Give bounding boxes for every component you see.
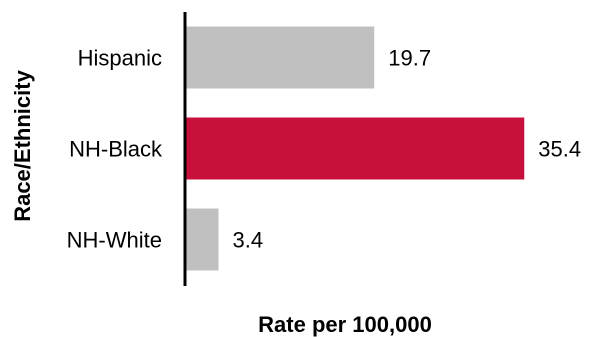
value-label: 35.4	[538, 137, 581, 162]
category-label: Hispanic	[78, 46, 162, 71]
x-axis-title: Rate per 100,000	[258, 312, 432, 337]
bar-nh-black	[186, 117, 525, 180]
value-label: 3.4	[232, 228, 263, 253]
value-labels-group: 19.7 35.4 3.4	[232, 46, 581, 253]
y-axis-title: Race/Ethnicity	[10, 69, 35, 221]
category-label: NH-White	[67, 228, 162, 253]
category-labels-group: Hispanic NH-Black NH-White	[67, 46, 163, 253]
bars-group	[186, 26, 525, 271]
bar-hispanic	[186, 26, 375, 89]
bar-nh-white	[186, 208, 219, 271]
category-label: NH-Black	[69, 137, 163, 162]
value-label: 19.7	[388, 46, 431, 71]
